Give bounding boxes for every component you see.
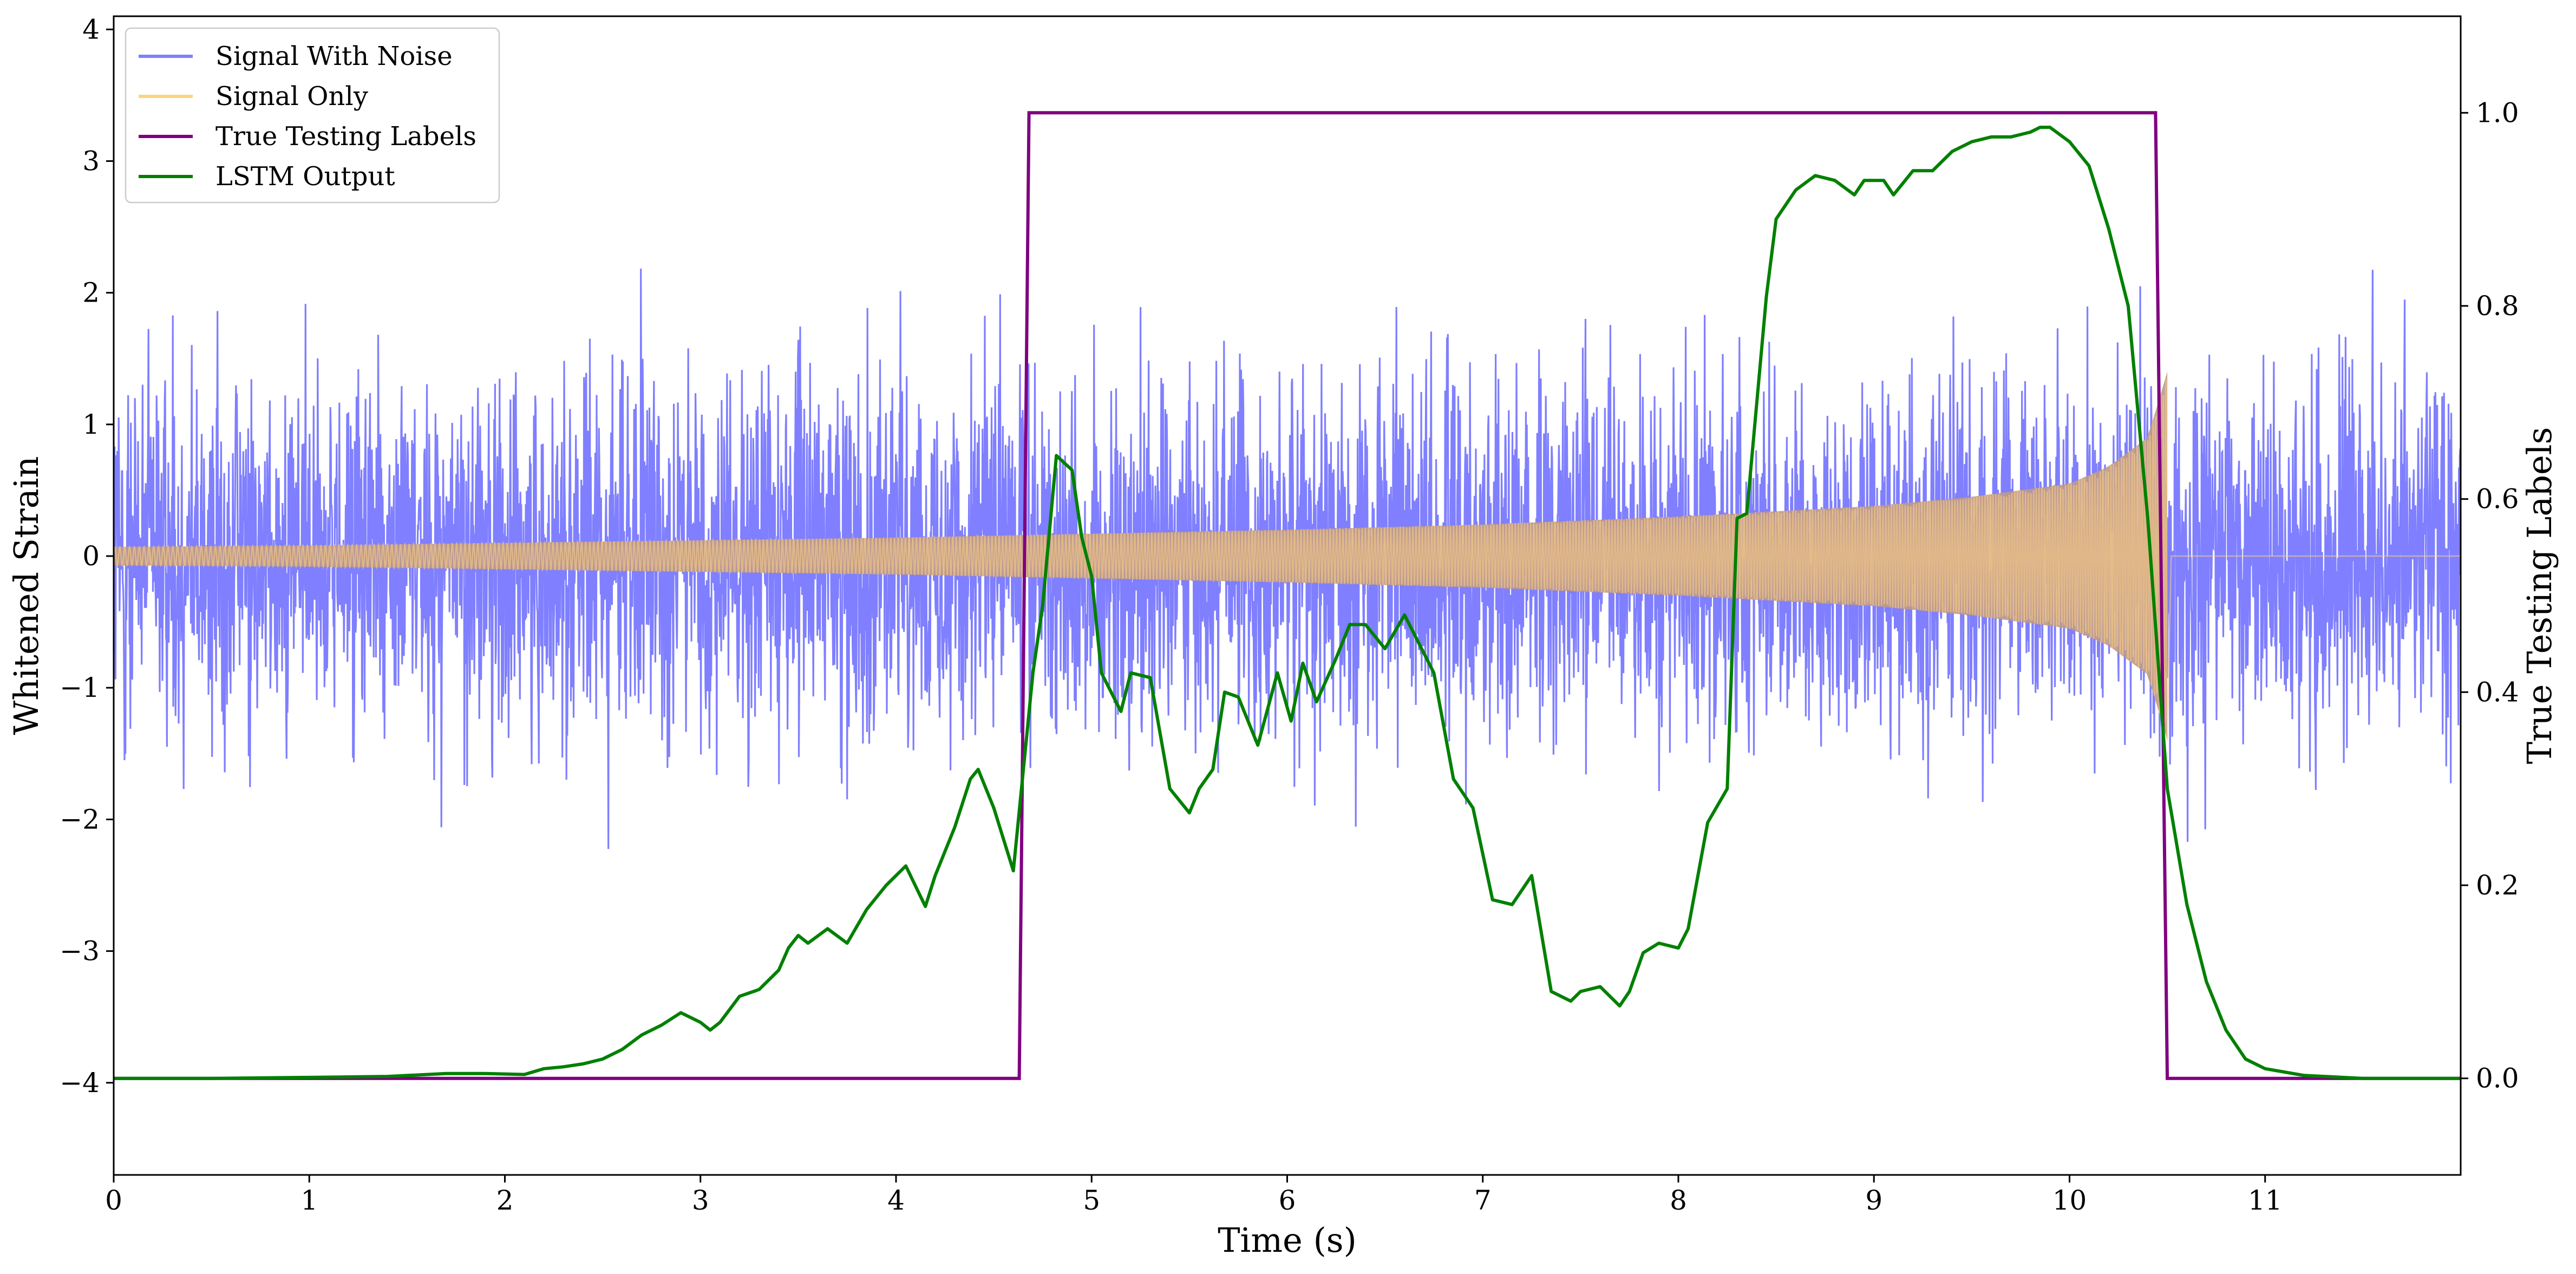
x-tick-label: 10 — [2052, 1185, 2087, 1216]
y-right-tick-label: 1.0 — [2476, 97, 2519, 128]
true-labels-layer — [114, 111, 2461, 1080]
x-tick-label: 4 — [887, 1185, 905, 1216]
y-left-tick-label: 2 — [82, 277, 100, 309]
y-right-tick-label: 0.8 — [2476, 290, 2519, 322]
y-left-tick-label: −1 — [60, 672, 100, 703]
x-tick-label: 8 — [1670, 1185, 1687, 1216]
lstm-output-layer — [114, 126, 2461, 1080]
legend-entry: Signal With Noise — [215, 41, 453, 71]
y-left-tick-label: −3 — [60, 936, 100, 967]
x-tick-label: 7 — [1474, 1185, 1492, 1216]
x-tick-label: 0 — [105, 1185, 122, 1216]
y-right-tick-label: 0.2 — [2476, 870, 2519, 901]
x-tick-label: 9 — [1865, 1185, 1882, 1216]
x-tick-label: 1 — [300, 1185, 318, 1216]
y-right-tick-label: 0.6 — [2476, 484, 2519, 515]
y-right-tick-label: 0.0 — [2476, 1063, 2519, 1094]
x-tick-label: 11 — [2248, 1185, 2283, 1216]
y-left-tick-label: −4 — [60, 1067, 100, 1099]
legend-entry: Signal Only — [215, 81, 368, 112]
legend: Signal With Noise Signal Only True Testing… — [125, 27, 500, 204]
y-left-tick-label: −2 — [60, 803, 100, 835]
y-right-tick-label: 0.4 — [2476, 676, 2519, 708]
x-axis-label: Time (s) — [1218, 1220, 1357, 1260]
y-left-tick-label: 3 — [82, 146, 100, 177]
x-tick-label: 6 — [1279, 1185, 1296, 1216]
y-left-tick-label: 1 — [82, 409, 100, 440]
signal-only-line — [113, 378, 2461, 741]
x-tick-label: 5 — [1083, 1185, 1100, 1216]
y-left-tick-label: 4 — [82, 14, 100, 45]
x-tick-label: 3 — [692, 1185, 709, 1216]
y-left-tick-label: 0 — [82, 540, 100, 572]
true-testing-labels-line — [114, 111, 2461, 1080]
legend-entry: True Testing Labels — [215, 121, 476, 152]
y-axis-label-right: True Testing Labels — [2520, 427, 2559, 765]
y-axis-label-left: Whitened Strain — [6, 456, 46, 735]
lstm-output-line — [114, 126, 2461, 1080]
legend-entry: LSTM Output — [215, 161, 395, 192]
legend-box — [125, 27, 500, 204]
signal-only-layer — [113, 371, 2461, 741]
axes-layer: 0 1 2 3 4 5 6 7 8 9 10 11 −4 −3 −2 −1 0 1 2 3 4 0.0 0.2 0.4 0.6 0… — [60, 14, 2519, 1216]
x-tick-label: 2 — [496, 1185, 514, 1216]
